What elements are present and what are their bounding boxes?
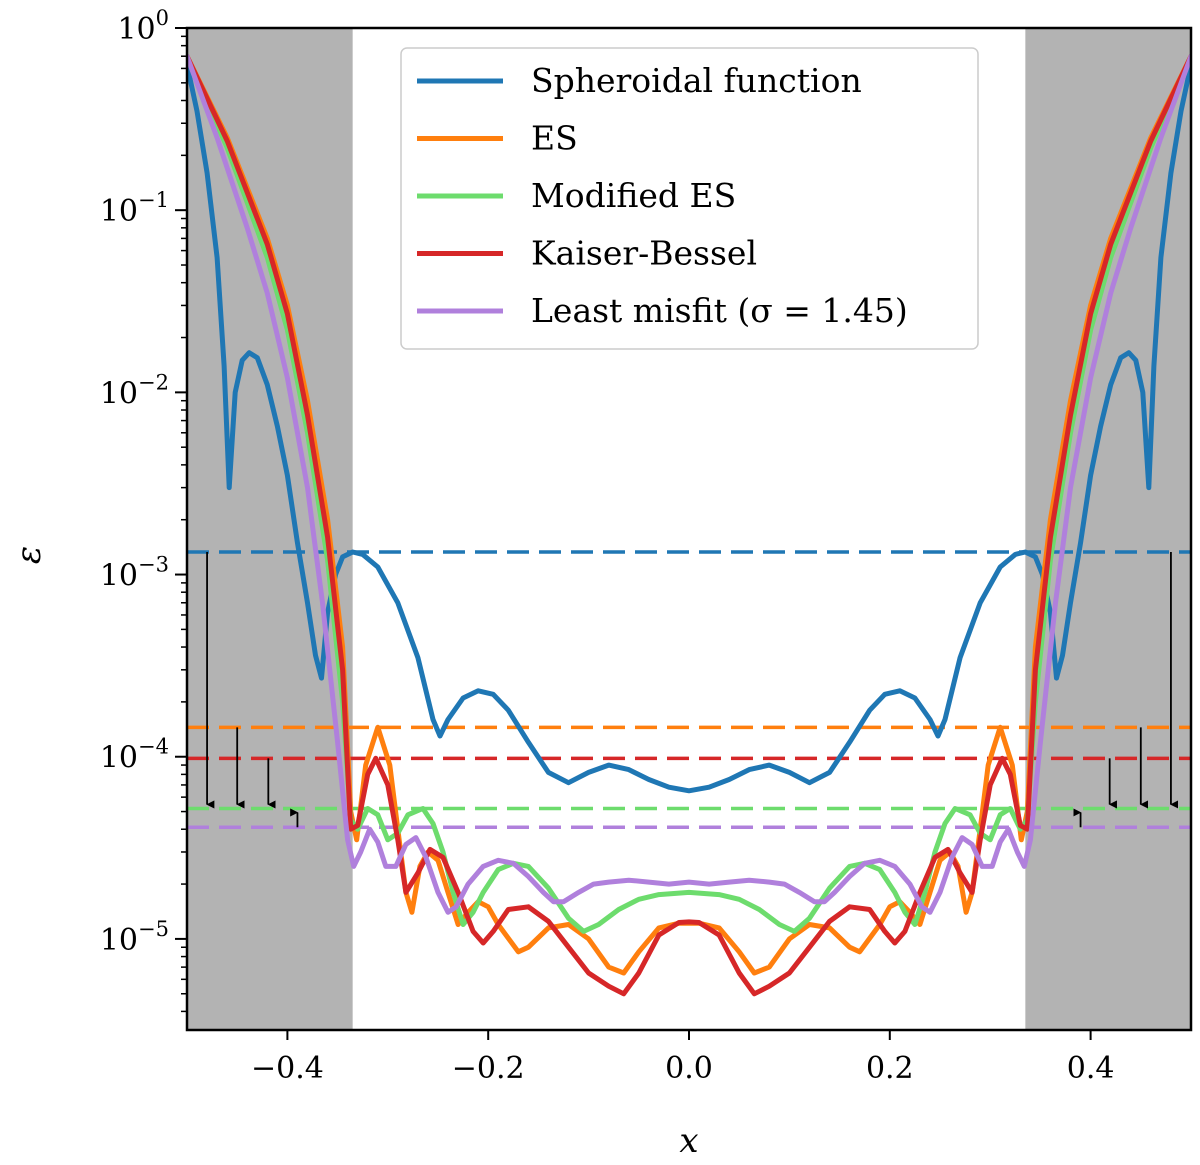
y-tick-label: 100 [117, 6, 169, 47]
y-tick-label: 10−5 [100, 917, 169, 958]
legend: Spheroidal function ES Modified ES Kaiser-B… [400, 47, 979, 350]
x-tick-label: −0.4 [251, 1051, 324, 1086]
legend-label: Kaiser-Bessel [531, 234, 757, 273]
y-axis-label: ε [9, 546, 49, 564]
legend-box [400, 47, 979, 350]
x-axis-label: x [679, 1121, 698, 1161]
series-line [187, 62, 1191, 794]
legend-label: Modified ES [531, 176, 736, 215]
legend-label: Spheroidal function [531, 61, 862, 100]
arrows [206, 551, 1179, 828]
axis-ticks: −0.4 −0.2 0.0 0.2 0.4 100 10−1 10−2 10−3 10−4 10−5 [100, 6, 1115, 1086]
x-tick-label: 0.4 [1067, 1051, 1115, 1086]
series-lines [187, 53, 1191, 997]
x-tick-label: 0.0 [665, 1051, 713, 1086]
x-tick-label: 0.2 [866, 1051, 914, 1086]
y-tick-label: 10−2 [100, 370, 169, 411]
y-tick-label: 10−3 [100, 553, 169, 594]
legend-label: ES [531, 119, 578, 158]
y-tick-label: 10−4 [100, 735, 169, 776]
series-line [187, 53, 1191, 997]
x-tick-label: −0.2 [452, 1051, 525, 1086]
series-line [187, 53, 1191, 934]
legend-label: Least misfit (σ = 1.45) [531, 291, 908, 330]
y-tick-label: 10−1 [100, 188, 169, 229]
series-line [187, 53, 1191, 915]
